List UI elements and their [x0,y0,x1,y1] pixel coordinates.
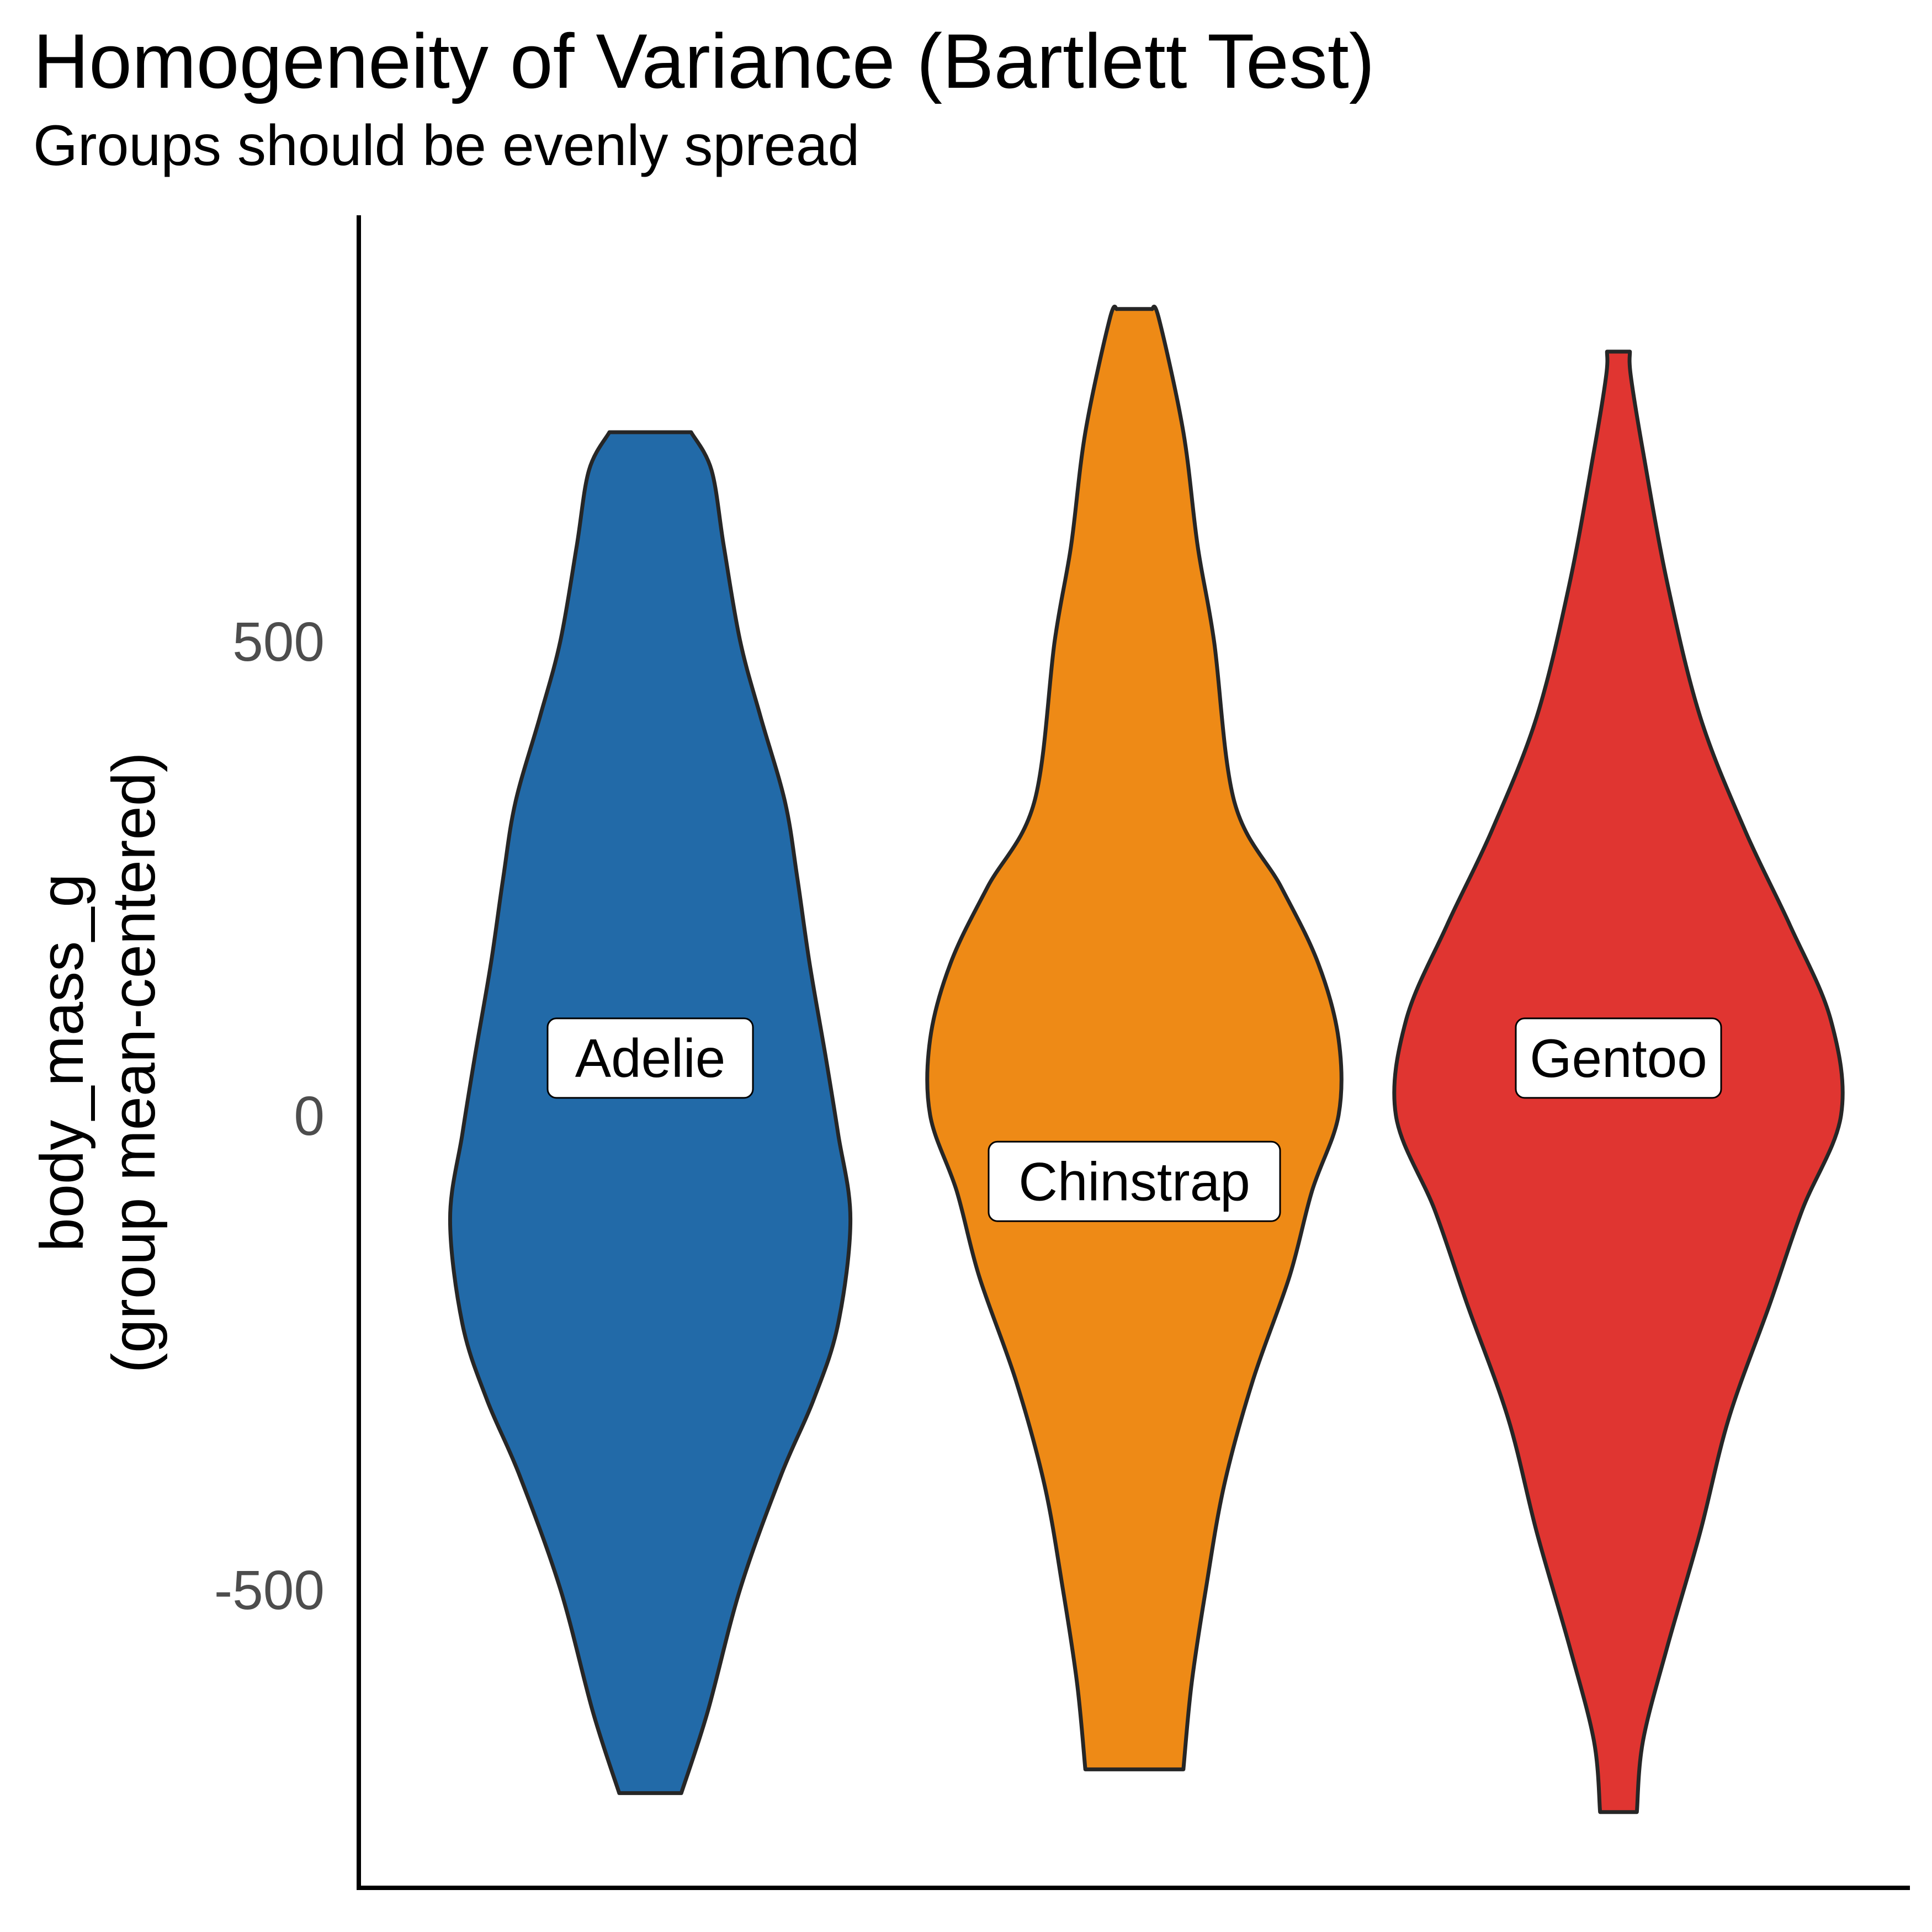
violin-chinstrap [925,304,1344,1771]
group-label-box-adelie [546,1017,754,1099]
y-axis-title-line-2: (group mean-centered) [100,752,168,1373]
group-labels-layer: Adelie Chinstrap Gentoo [546,1017,1722,1222]
chart-subtitle: Groups should be evenly spread [33,114,860,178]
y-tick-label-0: 0 [294,1085,325,1147]
y-tick-label-500: 500 [232,611,325,673]
group-label-box-chinstrap [988,1140,1281,1222]
y-axis-title-line-1: body_mass_g [28,874,96,1252]
chart-title: Homogeneity of Variance (Bartlett Test) [33,18,1375,104]
group-label-adelie: Adelie [575,1028,725,1089]
group-label-gentoo: Gentoo [1530,1028,1707,1089]
axes-layer: -500 0 500 [214,215,1910,1890]
group-label-chinstrap: Chinstrap [1018,1151,1250,1212]
group-label-box-gentoo [1515,1017,1722,1099]
y-tick-label--500: -500 [214,1559,325,1621]
violin-adelie [448,430,853,1795]
